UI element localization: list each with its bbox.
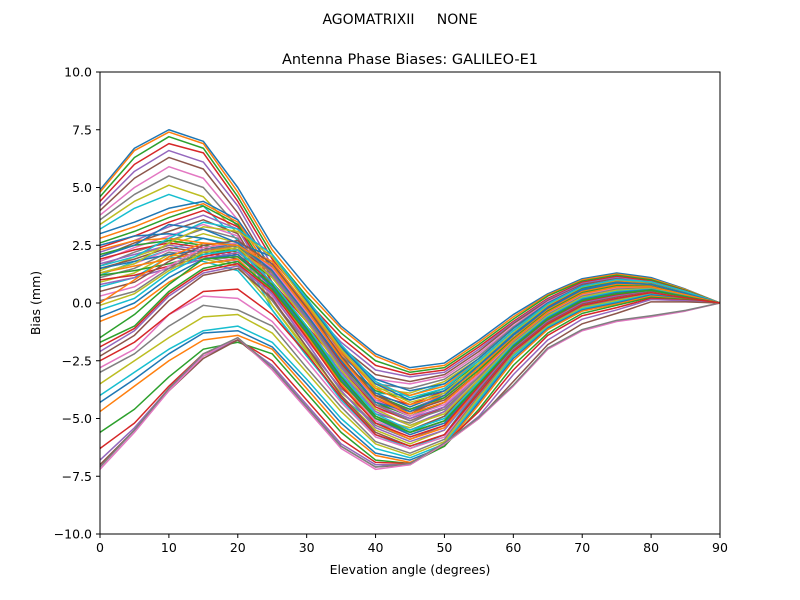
y-axis-label: Bias (mm) (28, 271, 43, 335)
figure-suptitle: AGOMATRIXII NONE (322, 12, 477, 28)
y-tick-label: 2.5 (72, 238, 92, 253)
y-tick-label: 0.0 (72, 296, 92, 311)
y-tick-label: −7.5 (62, 469, 92, 484)
series-line-57 (99, 302, 721, 471)
series-line-61 (99, 223, 721, 413)
x-tick-label: 20 (230, 540, 246, 555)
series-line-50 (99, 293, 721, 459)
series-line-39 (99, 246, 721, 427)
series-line-38 (99, 244, 721, 422)
series-line-52 (99, 295, 721, 464)
series-line-64 (99, 288, 721, 447)
series-line-5 (99, 149, 721, 378)
x-tick-label: 70 (574, 540, 590, 555)
plot-frame (99, 71, 721, 535)
x-tick-label: 90 (712, 540, 728, 555)
y-tick-label: −10.0 (54, 527, 92, 542)
series-line-60 (99, 221, 721, 399)
chart-title: Antenna Phase Biases: GALILEO-E1 (282, 52, 538, 68)
x-tick-label: 10 (161, 540, 177, 555)
x-tick-label: 30 (299, 540, 315, 555)
series-line-62 (99, 242, 721, 415)
series-line-4 (99, 142, 721, 376)
series-line-3 (99, 135, 721, 374)
x-tick-label: 60 (505, 540, 521, 555)
series-line-2 (99, 131, 721, 371)
series-line-12 (99, 202, 721, 397)
y-tick-label: −5.0 (62, 411, 92, 426)
y-axis-ticks: −10.0 −7.5 −5.0 −2.5 0.0 2.5 5.0 7.5 10.0 (54, 65, 100, 542)
x-tick-label: 80 (643, 540, 659, 555)
series-line-48 (99, 292, 721, 454)
series-line-1 (99, 129, 721, 369)
series-line-58 (99, 302, 721, 468)
series-line-45 (99, 265, 721, 443)
y-tick-label: 7.5 (72, 122, 92, 137)
series-line-49 (99, 293, 721, 457)
y-tick-label: 10.0 (64, 65, 92, 80)
x-axis-ticks: 0 10 20 30 40 50 60 70 80 90 (96, 534, 728, 555)
x-tick-label: 50 (436, 540, 452, 555)
y-tick-label: −2.5 (62, 353, 92, 368)
x-tick-label: 0 (96, 540, 104, 555)
series-line-44 (99, 262, 721, 438)
x-axis-label: Elevation angle (degrees) (330, 562, 491, 577)
series-line-40 (99, 249, 721, 431)
plot-lines (99, 129, 721, 471)
y-tick-label: 5.0 (72, 180, 92, 195)
series-line-37 (99, 242, 721, 417)
series-line-63 (99, 256, 721, 434)
x-tick-label: 40 (368, 540, 384, 555)
series-line-51 (99, 294, 721, 461)
